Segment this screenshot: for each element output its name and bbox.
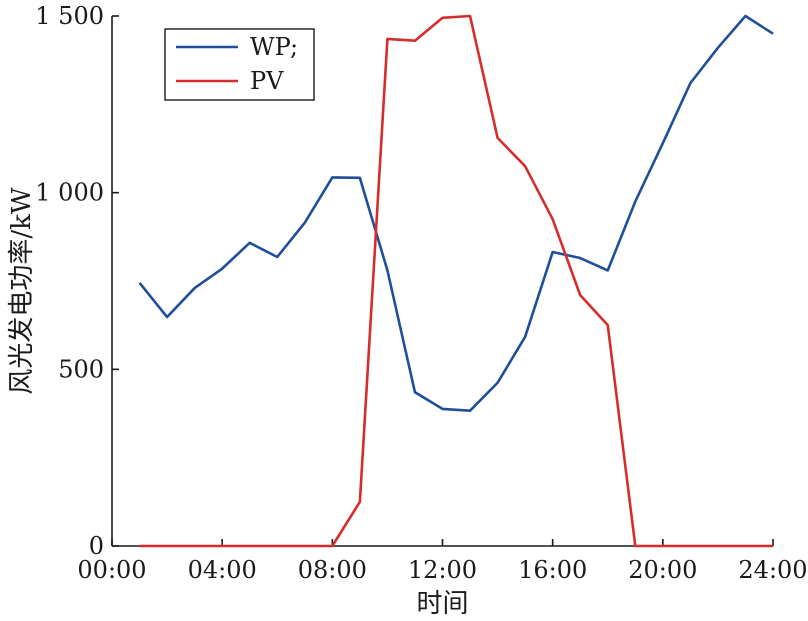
series-layer: [138, 14, 774, 548]
x-tick-label: 08:00: [298, 556, 367, 584]
x-tick-label: 20:00: [628, 556, 697, 584]
legend: WP; PV: [164, 28, 315, 101]
x-axis-label: 时间: [416, 589, 468, 619]
y-tick-label: 1 500: [35, 2, 104, 30]
y-tick-label: 500: [58, 355, 104, 383]
series-line-wp: [138, 14, 774, 412]
legend-label-pv: PV: [250, 67, 284, 95]
y-ticks: 0 500 1 000 1 500: [35, 2, 119, 560]
x-tick-label: 24:00: [738, 556, 807, 584]
y-tick-label: 1 000: [35, 179, 104, 207]
x-ticks: 00:00 04:00 08:00 12:00 16:00 20:00 24:00: [77, 539, 808, 584]
x-tick-label: 00:00: [77, 556, 146, 584]
x-tick-label: 16:00: [518, 556, 587, 584]
y-tick-label: 0: [89, 532, 104, 560]
y-axis-label: 风光发电功率/kW: [7, 187, 37, 395]
x-tick-label: 04:00: [188, 556, 257, 584]
legend-label-wp: WP;: [250, 33, 298, 61]
series-line-pv: [139, 14, 773, 548]
legend-box: [164, 28, 315, 101]
x-tick-label: 12:00: [408, 556, 477, 584]
